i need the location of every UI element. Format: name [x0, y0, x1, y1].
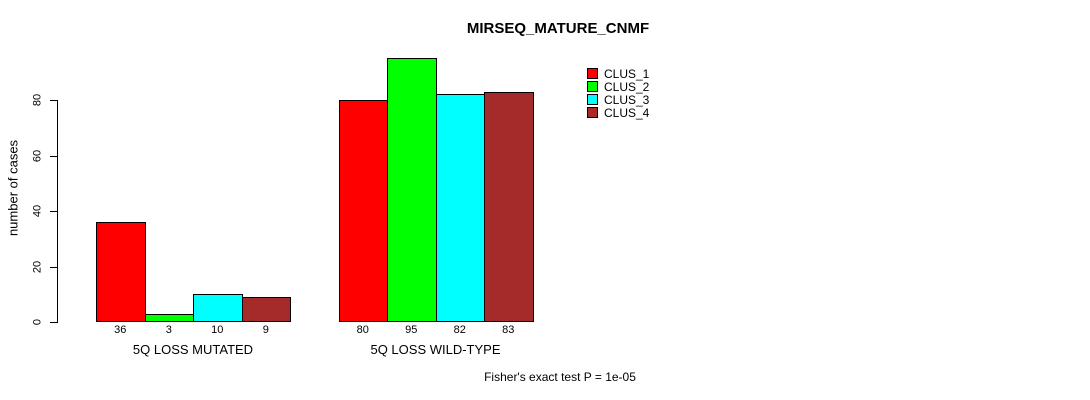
bar-clus-2-group1 [144, 314, 194, 322]
x-category-label: 5Q LOSS MUTATED [132, 342, 254, 357]
y-tick-label: 20 [31, 260, 44, 273]
y-tick-mark [50, 266, 58, 268]
y-tick-mark [50, 155, 58, 157]
legend-label: CLUS_4 [604, 105, 650, 120]
bar-clus-1-group2 [338, 100, 388, 322]
bar-clus-4-group1 [241, 297, 291, 322]
bar-value-label: 95 [405, 324, 418, 336]
legend-swatch-clus-3 [587, 94, 598, 105]
bar-value-label: 80 [356, 324, 369, 336]
y-tick-mark [50, 100, 58, 101]
y-tick-label: 80 [31, 93, 44, 107]
y-tick-label: 40 [31, 204, 44, 218]
bar-value-label: 3 [165, 324, 172, 336]
bar-clus-3-group2 [435, 94, 485, 322]
y-tick-label: 60 [31, 149, 44, 162]
legend-swatch-clus-4 [587, 107, 598, 118]
y-tick-mark [50, 322, 58, 323]
legend-row-clus-2: CLUS_2 [587, 80, 649, 93]
y-tick-mark [50, 211, 58, 212]
legend-row-clus-3: CLUS_3 [587, 93, 649, 106]
y-tick-label: 0 [31, 318, 44, 326]
bar-clus-2-group2 [387, 58, 437, 322]
legend-label: CLUS_3 [604, 92, 650, 107]
legend-swatch-clus-2 [587, 81, 598, 92]
x-category-label: 5Q LOSS WILD-TYPE [370, 342, 501, 357]
bar-value-label: 83 [502, 324, 515, 336]
bar-value-label: 82 [453, 324, 466, 336]
fisher-test-annotation: Fisher's exact test P = 1e-05 [484, 370, 636, 384]
legend-label: CLUS_1 [604, 66, 650, 81]
bar-value-label: 9 [262, 324, 269, 336]
legend-label: CLUS_2 [604, 79, 650, 94]
legend-row-clus-1: CLUS_1 [587, 67, 649, 80]
bar-value-label: 10 [211, 324, 224, 336]
bar-value-label: 36 [114, 324, 127, 336]
legend-row-clus-4: CLUS_4 [587, 106, 649, 119]
legend-swatch-clus-1 [587, 68, 598, 79]
bar-clus-4-group2 [484, 92, 534, 322]
legend: CLUS_1 CLUS_2 CLUS_3 CLUS_4 [587, 67, 649, 119]
chart-title: MIRSEQ_MATURE_CNMF [466, 20, 650, 37]
bar-clus-1-group1 [96, 222, 146, 322]
bar-clus-3-group1 [193, 294, 243, 322]
